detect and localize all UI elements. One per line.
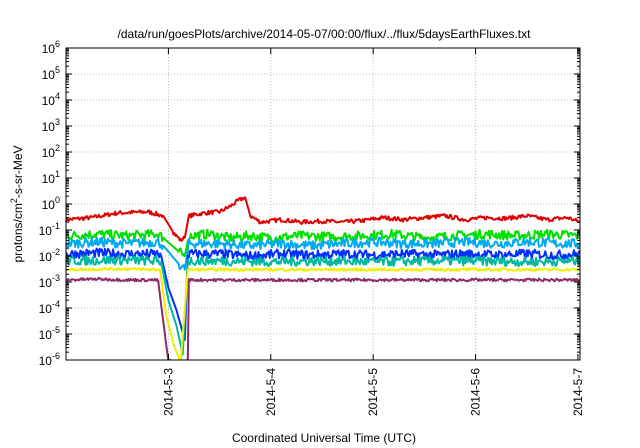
series-line-6 xyxy=(66,276,580,360)
y-tick-label: 105 xyxy=(42,65,60,82)
x-axis-label: Coordinated Universal Time (UTC) xyxy=(232,431,416,445)
series-group xyxy=(66,196,580,360)
y-axis-label: protons/cm2-s-sr-MeV xyxy=(9,145,25,262)
y-tick-label: 10-5 xyxy=(39,325,60,342)
series-line-2 xyxy=(66,236,580,271)
series-line-3 xyxy=(66,247,580,341)
chart-title: /data/run/goesPlots/archive/2014-05-07/0… xyxy=(118,27,532,41)
series-line-1 xyxy=(66,228,580,257)
x-tick-label: 2014-5-4 xyxy=(264,368,278,416)
y-tick-label: 100 xyxy=(42,195,60,212)
y-tick-label: 10-3 xyxy=(39,273,60,290)
plot-frame xyxy=(65,47,581,361)
x-tick-label: 2014-5-7 xyxy=(571,368,585,416)
series-line-5 xyxy=(66,266,580,360)
x-tick-label: 2014-5-6 xyxy=(469,368,483,416)
y-tick-label: 104 xyxy=(42,91,60,108)
y-tick-label: 103 xyxy=(42,117,60,134)
grid xyxy=(66,48,580,360)
y-axis: 10-6 10-5 10-4 10-3 10-2 10-1 100 101 102 103 104 1… xyxy=(39,39,580,368)
x-tick-label: 2014-5-5 xyxy=(366,368,380,416)
y-tick-label: 10-2 xyxy=(39,247,60,264)
series-line-4 xyxy=(66,254,580,356)
y-tick-label: 10-4 xyxy=(39,299,60,316)
x-tick-label: 2014-5-3 xyxy=(161,368,175,416)
y-tick-label: 106 xyxy=(42,39,60,56)
y-tick-label: 101 xyxy=(42,169,60,186)
series-line-0 xyxy=(66,196,580,242)
x-axis: 2014-5-3 2014-5-4 2014-5-5 2014-5-6 2014-5-7 xyxy=(161,48,585,416)
y-tick-label: 10-6 xyxy=(39,351,60,368)
y-tick-label: 102 xyxy=(42,143,60,160)
y-tick-label: 10-1 xyxy=(39,221,60,238)
